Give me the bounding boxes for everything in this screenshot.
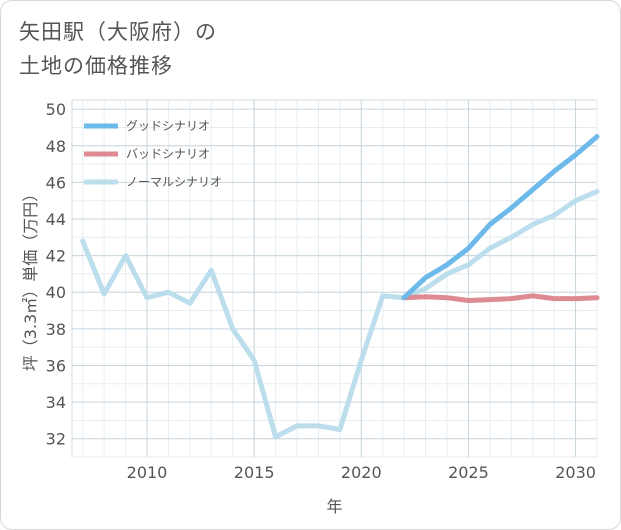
x-tick-label: 2025 <box>448 463 489 482</box>
y-tick-label: 42 <box>46 247 66 266</box>
chart-title-line2: 土地の価格推移 <box>19 54 173 78</box>
x-tick-label: 2030 <box>555 463 596 482</box>
series-lines <box>80 134 600 440</box>
chart-title: 矢田駅（大阪府）の 土地の価格推移 <box>19 15 217 83</box>
gridlines <box>72 100 598 458</box>
x-tick-label: 2020 <box>341 463 382 482</box>
series-line-good <box>401 134 600 301</box>
y-tick-label: 50 <box>46 100 66 119</box>
y-tick-label: 40 <box>46 283 66 302</box>
y-tick-label: 36 <box>46 356 66 375</box>
legend-label: バッドシナリオ <box>126 147 210 161</box>
series-line-bad <box>401 293 600 303</box>
y-tick-label: 48 <box>46 137 66 156</box>
y-tick-label: 38 <box>46 320 66 339</box>
plot-area <box>71 99 598 458</box>
x-axis-ticks: 2010 2015 2020 2025 2030 <box>127 463 596 482</box>
x-tick-label: 2015 <box>234 463 275 482</box>
y-tick-label: 32 <box>46 430 66 449</box>
x-tick-label: 2010 <box>127 463 168 482</box>
y-tick-label: 46 <box>46 173 66 192</box>
legend-label: グッドシナリオ <box>126 119 210 133</box>
y-axis-label: 坪（3.3㎡）単価（万円） <box>21 186 40 371</box>
y-tick-label: 44 <box>46 210 66 229</box>
x-axis-label: 年 <box>326 497 342 516</box>
chart-title-line1: 矢田駅（大阪府）の <box>19 20 217 44</box>
y-axis-ticks: 32 34 36 38 40 42 44 46 48 50 <box>46 100 66 449</box>
legend-label: ノーマルシナリオ <box>126 175 222 189</box>
series-line-normal <box>80 189 600 440</box>
y-tick-label: 34 <box>46 393 66 412</box>
